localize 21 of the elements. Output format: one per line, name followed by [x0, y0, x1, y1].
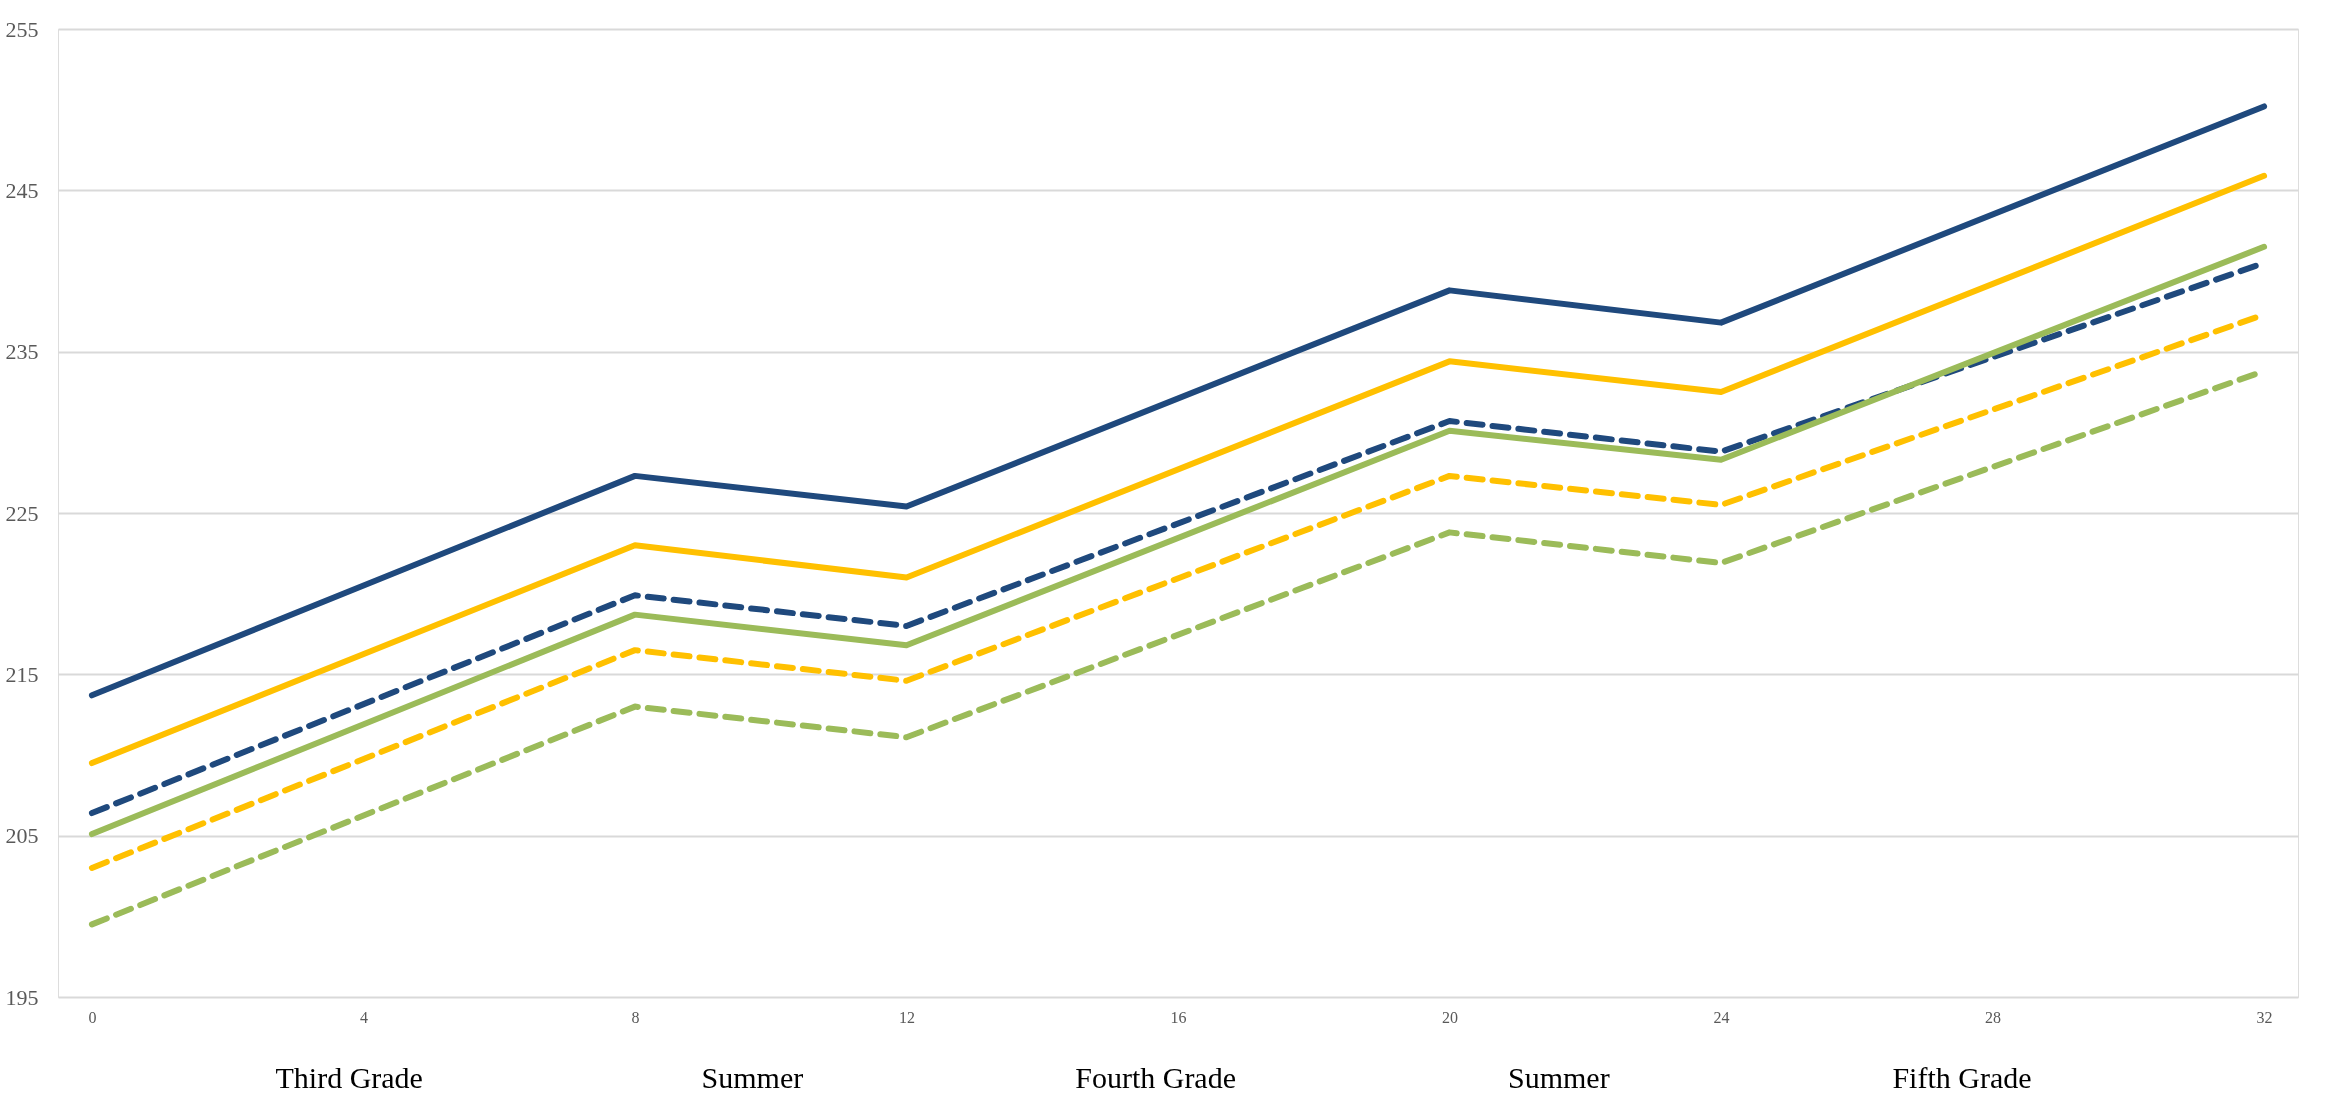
- x-tick-label: 16: [1170, 1008, 1187, 1026]
- y-tick-label: 245: [5, 177, 39, 203]
- text: Fourth Grade: [1075, 1061, 1236, 1094]
- x-tick-label: 28: [1985, 1008, 2002, 1026]
- y-tick-label: 195: [5, 984, 39, 1010]
- y-tick-label: 215: [5, 661, 39, 687]
- x-tick-label: 32: [2256, 1008, 2273, 1026]
- x-tick-label: 4: [359, 1008, 368, 1026]
- x-tick-label: 12: [898, 1008, 915, 1026]
- text: Summer: [1507, 1061, 1610, 1094]
- y-tick-label: 235: [5, 339, 39, 365]
- y-tick-label: 255: [5, 16, 39, 42]
- y-tick-label: 225: [5, 500, 39, 526]
- x-tick-label: 8: [631, 1008, 640, 1026]
- text: Summer: [701, 1061, 804, 1094]
- text: Third Grade: [275, 1061, 423, 1094]
- y-tick-label: 205: [5, 823, 39, 849]
- x-tick-label: 24: [1713, 1008, 1730, 1026]
- text: Fifth Grade: [1892, 1061, 2032, 1094]
- x-tick-label: 20: [1442, 1008, 1459, 1026]
- x-tick-label: 0: [88, 1008, 97, 1026]
